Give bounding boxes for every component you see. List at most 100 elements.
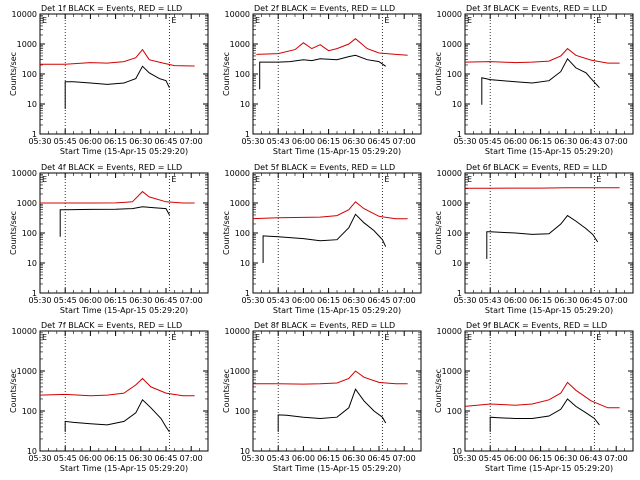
y-axis-label: Counts/sec <box>9 211 18 255</box>
series-lld-line <box>465 187 620 189</box>
panel-title: Det 5f BLACK = Events, RED = LLD <box>254 163 395 172</box>
x-tick-label: 05:45 <box>54 454 77 463</box>
x-tick-label: 06:00 <box>292 454 315 463</box>
x-tick-label: 05:30 <box>241 454 264 463</box>
panel-title: Det 4f BLACK = Events, RED = LLD <box>41 163 182 172</box>
marker-label: E <box>384 175 389 184</box>
y-axis-label: Counts/sec <box>222 52 231 96</box>
x-tick-label: 06:45 <box>579 296 602 305</box>
x-tick-label: 07:00 <box>180 137 203 146</box>
panel-title: Det 6f BLACK = Events, RED = LLD <box>466 163 607 172</box>
x-tick-label: 06:45 <box>367 454 390 463</box>
x-tick-label: 06:00 <box>292 137 315 146</box>
y-tick-label: 10 <box>27 100 37 109</box>
panel-det-2: E E Det 2f BLACK = Events, RED = LLD 1 10 100… <box>222 4 422 156</box>
y-tick-label: 1000 <box>230 199 250 208</box>
series-lld-line <box>40 48 195 67</box>
x-tick-label: 06:30 <box>342 296 365 305</box>
y-tick-label: 100 <box>235 407 250 416</box>
x-tick-label: 07:00 <box>180 296 203 305</box>
marker-label: E <box>467 333 472 342</box>
x-tick-label: 06:45 <box>154 454 177 463</box>
panel-det-6: E E Det 6f BLACK = Events, RED = LLD 1 10 100… <box>434 163 634 315</box>
y-axis-label: Counts/sec <box>434 211 443 255</box>
x-tick-label: 05:43 <box>267 454 290 463</box>
y-tick-label: 100 <box>447 229 462 238</box>
y-tick-label: 10000 <box>437 169 462 178</box>
x-tick-label: 05:30 <box>28 137 51 146</box>
marker-label: E <box>255 16 260 25</box>
panel-det-3: E E Det 3f BLACK = Events, RED = LLD 1 10 100… <box>434 4 634 156</box>
x-tick-label: 06:15 <box>529 137 552 146</box>
x-axis-label: Start Time (15-Apr-15 05:29:20) <box>485 306 613 315</box>
x-tick-label: 06:30 <box>554 296 577 305</box>
marker-label: E <box>384 16 389 25</box>
y-tick-label: 10000 <box>225 327 250 336</box>
x-tick-label: 05:30 <box>28 296 51 305</box>
panel-det-4: E E Det 4f BLACK = Events, RED = LLD 1 10 100… <box>9 163 209 315</box>
marker-label: E <box>255 175 260 184</box>
panel-title: Det 2f BLACK = Events, RED = LLD <box>254 4 395 13</box>
y-tick-label: 100 <box>22 70 37 79</box>
y-tick-label: 1000 <box>230 40 250 49</box>
y-tick-label: 1 <box>32 289 37 298</box>
y-tick-label: 10000 <box>437 327 462 336</box>
y-tick-label: 1 <box>457 289 462 298</box>
series-events-line <box>59 206 170 237</box>
series-events-line <box>486 214 599 259</box>
x-tick-label: 06:30 <box>342 454 365 463</box>
marker-label: E <box>467 16 472 25</box>
x-tick-label: 05:43 <box>267 296 290 305</box>
x-tick-label: 05:30 <box>241 137 264 146</box>
y-tick-label: 100 <box>22 407 37 416</box>
x-tick-label: 06:45 <box>367 296 390 305</box>
y-axis-label: Counts/sec <box>9 369 18 413</box>
x-tick-label: 07:00 <box>393 296 416 305</box>
x-tick-label: 07:00 <box>605 296 628 305</box>
x-tick-label: 06:00 <box>79 296 102 305</box>
series-lld-line <box>464 47 620 64</box>
x-tick-label: 06:15 <box>317 454 340 463</box>
x-tick-label: 06:43 <box>579 454 602 463</box>
marker-label: E <box>171 16 176 25</box>
x-tick-label: 06:30 <box>342 137 365 146</box>
x-tick-label: 07:00 <box>393 137 416 146</box>
marker-label: E <box>596 175 601 184</box>
x-tick-label: 06:30 <box>554 137 577 146</box>
x-tick-label: 06:00 <box>79 137 102 146</box>
x-axis-label: Start Time (15-Apr-15 05:29:20) <box>273 464 401 473</box>
x-axis-label: Start Time (15-Apr-15 05:29:20) <box>273 306 401 315</box>
y-tick-label: 100 <box>447 407 462 416</box>
series-lld-line <box>252 201 408 220</box>
x-tick-label: 06:43 <box>579 137 602 146</box>
x-tick-label: 06:15 <box>104 454 127 463</box>
y-tick-label: 10 <box>27 447 37 456</box>
x-axis-label: Start Time (15-Apr-15 05:29:20) <box>60 464 188 473</box>
x-axis-label: Start Time (15-Apr-15 05:29:20) <box>485 147 613 156</box>
panel-det-7: E E Det 7f BLACK = Events, RED = LLD 10 100 1… <box>9 321 209 473</box>
y-tick-label: 1 <box>32 130 37 139</box>
x-tick-label: 05:45 <box>54 137 77 146</box>
series-lld-line <box>256 38 408 56</box>
y-axis-label: Counts/sec <box>434 369 443 413</box>
x-tick-label: 05:30 <box>453 296 476 305</box>
y-tick-label: 1000 <box>442 199 462 208</box>
x-axis-label: Start Time (15-Apr-15 05:29:20) <box>485 464 613 473</box>
y-tick-label: 10000 <box>437 10 462 19</box>
y-tick-label: 10000 <box>12 327 37 336</box>
x-tick-label: 07:00 <box>605 454 628 463</box>
x-tick-label: 05:30 <box>453 137 476 146</box>
marker-label: E <box>384 333 389 342</box>
panel-det-9: E E Det 9f BLACK = Events, RED = LLD 10 100 1… <box>434 321 634 473</box>
y-tick-label: 10 <box>452 100 462 109</box>
series-events-line <box>262 213 387 263</box>
x-tick-label: 05:43 <box>267 137 290 146</box>
x-tick-label: 07:00 <box>180 454 203 463</box>
y-tick-label: 100 <box>447 70 462 79</box>
marker-label: E <box>171 333 176 342</box>
y-tick-label: 10 <box>240 259 250 268</box>
x-tick-label: 07:00 <box>605 137 628 146</box>
y-tick-label: 1 <box>245 130 250 139</box>
series-lld-line <box>253 370 408 385</box>
